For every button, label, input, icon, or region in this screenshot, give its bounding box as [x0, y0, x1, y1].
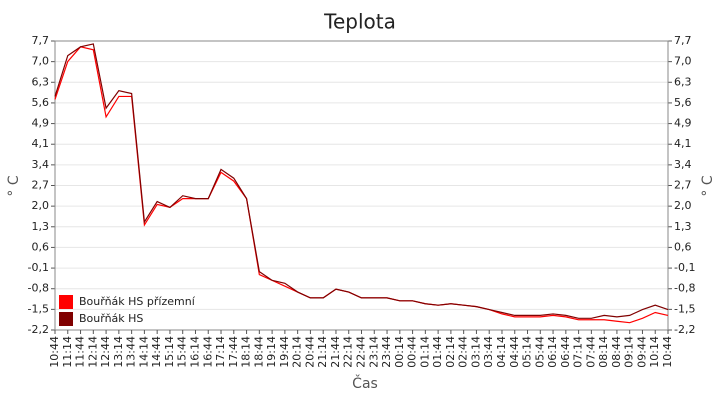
x-tick-label: 00:44: [406, 336, 419, 368]
x-tick-label: 18:44: [252, 336, 265, 368]
y2-tick-label: 2,7: [674, 179, 692, 192]
y-tick-label: -1,5: [28, 302, 49, 315]
x-tick-label: 00:14: [393, 336, 406, 368]
x-tick-label: 02:44: [457, 336, 470, 368]
y-tick-label: 3,4: [32, 158, 50, 171]
y2-tick-label: 5,6: [674, 96, 692, 109]
x-tick-label: 22:44: [355, 336, 368, 368]
y2-tick-label: 4,1: [674, 137, 692, 150]
x-tick-label: 04:44: [508, 336, 521, 368]
x-tick-label: 05:44: [533, 336, 546, 368]
y-tick-label: 2,7: [32, 179, 50, 192]
x-tick-label: 20:14: [291, 336, 304, 368]
chart-title: Teplota: [323, 10, 396, 34]
x-tick-label: 17:14: [214, 336, 227, 368]
x-tick-label: 10:44: [48, 336, 61, 368]
x-tick-label: 22:14: [342, 336, 355, 368]
y2-tick-label: 4,9: [674, 117, 692, 130]
x-tick-label: 16:44: [201, 336, 214, 368]
x-tick-label: 20:44: [303, 336, 316, 368]
y-tick-label: 4,1: [32, 137, 50, 150]
y-tick-label: 6,3: [32, 75, 50, 88]
y2-tick-label: -2,2: [674, 323, 695, 336]
y-tick-label: 0,6: [32, 240, 50, 253]
x-tick-label: 01:14: [418, 336, 431, 368]
y2-tick-label: 3,4: [674, 158, 692, 171]
series-line: [54, 46, 669, 324]
legend-swatch: [59, 312, 73, 326]
x-tick-label: 23:14: [367, 336, 380, 368]
x-tick-label: 09:14: [623, 336, 636, 368]
x-tick-label: 07:44: [584, 336, 597, 368]
y2-tick-label: 2,0: [674, 199, 692, 212]
y-tick-label: 7,0: [32, 55, 50, 68]
y-tick-label: 5,6: [32, 96, 50, 109]
x-tick-label: 21:14: [316, 336, 329, 368]
x-tick-label: 14:14: [137, 336, 150, 368]
x-tick-label: 06:14: [546, 336, 559, 368]
y-tick-label: 1,3: [32, 220, 50, 233]
y-tick-label: -2,2: [28, 323, 49, 336]
y2-axis-title: ° C: [700, 175, 716, 196]
x-tick-label: 11:14: [61, 336, 74, 368]
y2-tick-label: 6,3: [674, 75, 692, 88]
x-tick-label: 08:14: [597, 336, 610, 368]
legend-label: Bouřňák HS přízemní: [79, 295, 196, 308]
x-tick-label: 15:14: [163, 336, 176, 368]
y-tick-label: 4,9: [32, 117, 50, 130]
legend-label: Bouřňák HS: [79, 312, 143, 325]
legend-swatch: [59, 295, 73, 309]
x-tick-label: 09:44: [635, 336, 648, 368]
x-tick-label: 10:44: [661, 336, 674, 368]
x-tick-label: 21:44: [329, 336, 342, 368]
x-tick-label: 19:14: [265, 336, 278, 368]
x-tick-label: 12:44: [99, 336, 112, 368]
x-tick-label: 16:14: [188, 336, 201, 368]
y-tick-label: -0,1: [28, 261, 49, 274]
y2-tick-label: -0,1: [674, 261, 695, 274]
y2-tick-label: -0,8: [674, 282, 695, 295]
x-tick-label: 06:44: [559, 336, 572, 368]
x-tick-label: 11:44: [74, 336, 87, 368]
y2-tick-label: 0,6: [674, 240, 692, 253]
y2-tick-label: 7,7: [674, 34, 692, 47]
y2-tick-label: 1,3: [674, 220, 692, 233]
x-tick-label: 18:14: [240, 336, 253, 368]
x-tick-label: 14:44: [150, 336, 163, 368]
y-tick-label: -0,8: [28, 282, 49, 295]
y-axis-title: ° C: [6, 175, 22, 196]
x-tick-label: 23:44: [380, 336, 393, 368]
x-tick-label: 10:14: [648, 336, 661, 368]
x-tick-label: 01:44: [431, 336, 444, 368]
series-line: [54, 43, 669, 319]
x-axis-title: Čas: [352, 374, 378, 392]
x-tick-label: 02:14: [444, 336, 457, 368]
x-tick-label: 03:14: [469, 336, 482, 368]
y2-tick-label: -1,5: [674, 302, 695, 315]
x-tick-label: 07:14: [572, 336, 585, 368]
x-tick-label: 12:14: [86, 336, 99, 368]
x-tick-label: 13:44: [125, 336, 138, 368]
x-tick-label: 08:44: [610, 336, 623, 368]
y-tick-label: 2,0: [32, 199, 50, 212]
x-tick-label: 13:14: [112, 336, 125, 368]
x-tick-label: 05:14: [521, 336, 534, 368]
x-tick-label: 19:44: [278, 336, 291, 368]
x-tick-label: 15:44: [176, 336, 189, 368]
y2-tick-label: 7,0: [674, 55, 692, 68]
x-tick-label: 03:44: [482, 336, 495, 368]
x-tick-label: 17:44: [227, 336, 240, 368]
y-tick-label: 7,7: [32, 34, 50, 47]
x-tick-label: 04:14: [495, 336, 508, 368]
